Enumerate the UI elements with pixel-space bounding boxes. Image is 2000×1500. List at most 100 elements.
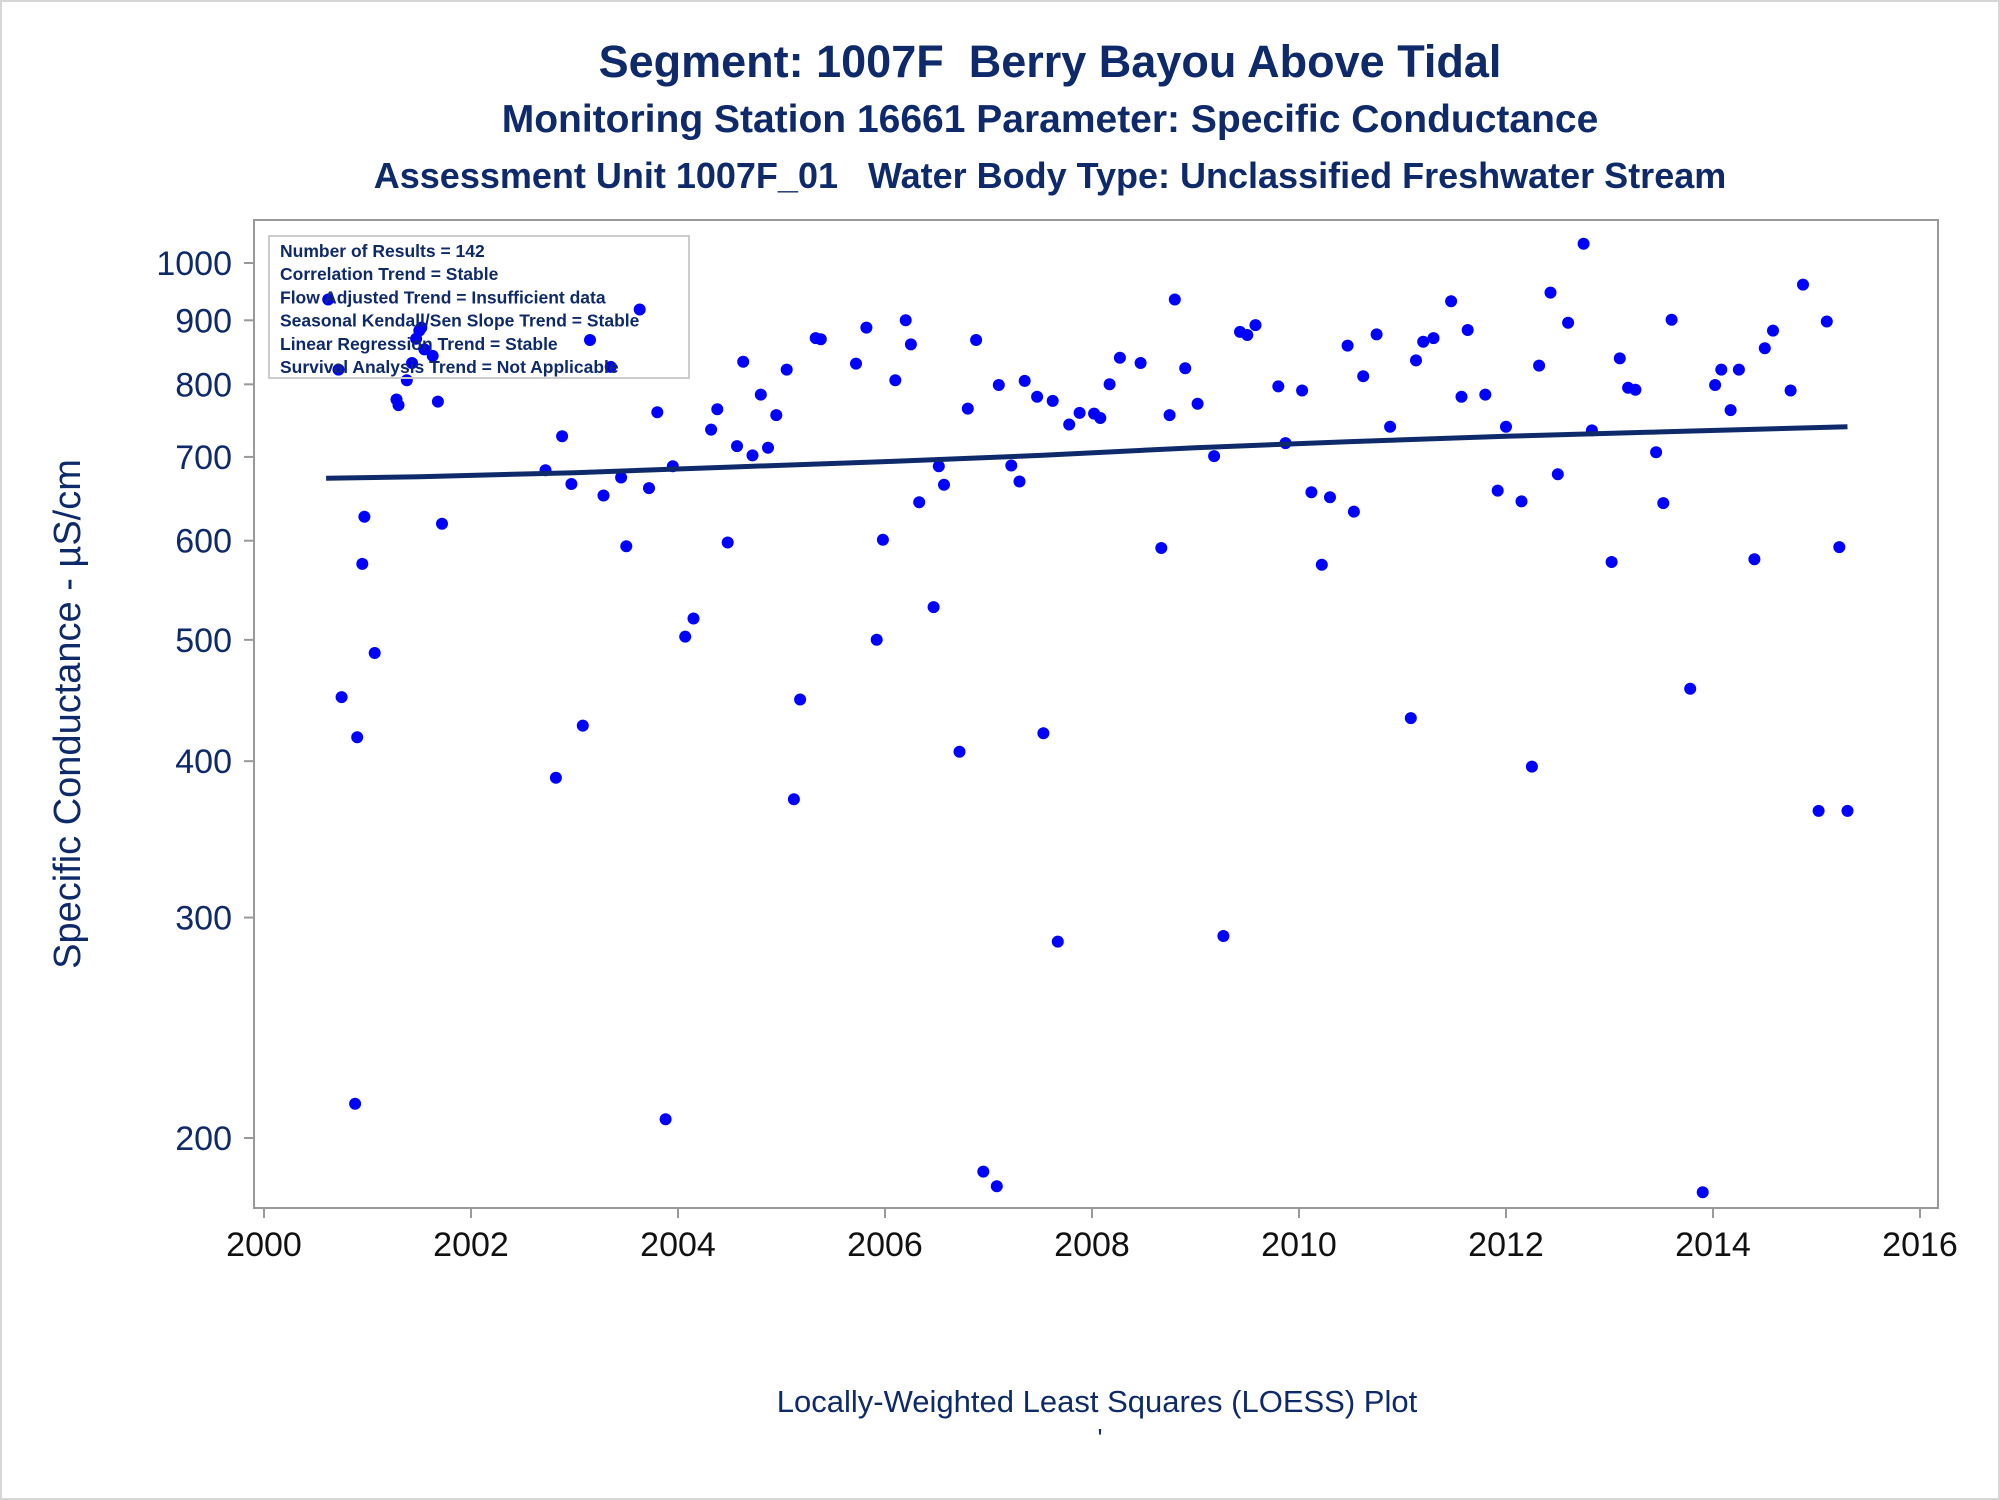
x-tick-label: 2006 <box>847 1226 923 1264</box>
y-tick-label: 800 <box>175 366 232 404</box>
data-point <box>927 601 940 614</box>
y-tick-label: 400 <box>175 743 232 781</box>
x-tick-label: 2000 <box>226 1226 302 1264</box>
chart-subtitle: Monitoring Station 16661 Parameter: Spec… <box>501 98 1599 141</box>
y-axis-label: Specific Conductance - µS/cm <box>47 459 89 969</box>
data-point <box>953 745 966 758</box>
data-point <box>1410 354 1422 367</box>
stats-box <box>268 235 690 379</box>
chart-subtitle-2: Assessment Unit 1007F_01 Water Body Type… <box>373 155 1727 196</box>
data-point <box>1155 542 1168 554</box>
data-point <box>549 771 562 784</box>
data-point <box>1241 329 1254 341</box>
data-point <box>1841 804 1854 817</box>
data-point <box>332 363 345 376</box>
y-tick-label: 700 <box>175 439 232 477</box>
data-point <box>1533 359 1546 372</box>
data-point <box>584 334 596 346</box>
y-tick-label: 500 <box>175 622 232 660</box>
data-point <box>1018 374 1031 387</box>
data-point <box>992 379 1005 391</box>
data-point <box>1684 682 1697 695</box>
data-point <box>876 533 889 546</box>
data-point <box>418 343 431 356</box>
data-point <box>1341 339 1354 352</box>
data-point <box>904 338 917 351</box>
x-tick-label: 2002 <box>433 1226 509 1264</box>
data-point <box>961 402 974 415</box>
data-point <box>415 321 428 334</box>
data-point <box>604 360 617 373</box>
data-point <box>1758 342 1771 355</box>
data-point <box>1249 319 1262 332</box>
stats-line: Linear Regression Trend = Stable <box>280 334 558 354</box>
data-point <box>335 691 348 704</box>
data-point <box>1073 406 1086 419</box>
data-point <box>1417 335 1430 348</box>
x-axis-label: Locally-Weighted Least Squares (LOESS) P… <box>777 1384 1418 1419</box>
data-point <box>1709 379 1722 391</box>
data-point <box>1272 380 1285 393</box>
stats-line: Survival Analysis Trend = Not Applicable <box>280 357 619 377</box>
data-point <box>731 440 743 453</box>
data-point <box>1296 384 1309 397</box>
data-point <box>1544 286 1557 299</box>
stats-line: Number of Results = 142 <box>280 241 485 261</box>
data-point <box>1724 404 1737 417</box>
data-point <box>1046 394 1059 407</box>
data-point <box>1134 357 1147 369</box>
data-point <box>938 478 950 491</box>
data-point <box>358 510 371 523</box>
data-point <box>633 303 646 316</box>
data-point <box>368 647 381 659</box>
data-point <box>1037 727 1050 740</box>
data-point <box>1013 475 1026 488</box>
data-point <box>1650 446 1663 459</box>
data-point <box>1063 418 1076 431</box>
plot-area <box>253 219 1939 1209</box>
y-tick-label: 1000 <box>156 245 232 283</box>
data-point <box>1163 409 1176 422</box>
y-axis: 200 300 400 500 600 700 800 900 1000 <box>156 245 254 1158</box>
data-point <box>1515 495 1528 508</box>
data-point <box>1168 293 1181 306</box>
x-tick-label: 2014 <box>1675 1226 1751 1264</box>
data-point <box>1217 930 1230 942</box>
data-point <box>1820 315 1833 328</box>
data-point <box>615 471 628 484</box>
data-point <box>1455 390 1468 403</box>
data-point <box>794 693 807 706</box>
data-point <box>1427 332 1440 345</box>
data-point <box>1315 558 1328 571</box>
data-point <box>1491 484 1504 497</box>
data-point <box>351 731 364 744</box>
data-point <box>913 496 926 509</box>
data-point <box>1445 295 1458 308</box>
data-point <box>356 557 369 570</box>
x-tick-label: 2010 <box>1261 1226 1337 1264</box>
data-point <box>746 449 759 462</box>
data-point <box>1551 468 1564 481</box>
chart-title: Segment: 1007F Berry Bayou Above Tidal <box>598 36 1502 87</box>
data-point <box>860 321 873 334</box>
data-point <box>1113 351 1126 364</box>
data-point <box>850 357 862 370</box>
data-point <box>1784 384 1797 397</box>
data-point <box>349 1097 362 1110</box>
data-point <box>1324 491 1336 504</box>
data-point <box>814 333 827 346</box>
y-tick-label: 600 <box>175 523 232 561</box>
data-point <box>1665 313 1678 326</box>
data-point <box>1605 556 1618 568</box>
data-point <box>1461 324 1474 336</box>
stats-line: Flow Adjusted Trend = Insufficient data <box>280 287 606 307</box>
x-axis: 2000 2002 2004 2006 2008 2010 2012 2014 2016 <box>226 1208 1958 1264</box>
y-tick-label: 900 <box>175 302 232 340</box>
data-point <box>597 489 610 502</box>
data-point <box>1051 935 1064 948</box>
data-point <box>932 460 945 473</box>
data-point <box>977 1165 990 1178</box>
data-point <box>899 314 912 327</box>
data-point <box>1384 420 1397 433</box>
